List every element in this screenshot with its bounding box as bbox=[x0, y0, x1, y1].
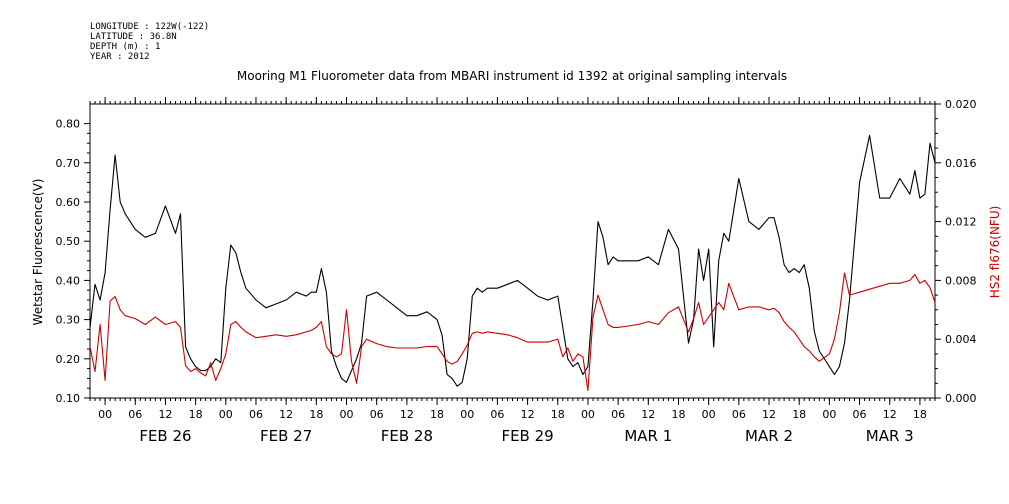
y-tick-label-left: 0.70 bbox=[56, 157, 81, 170]
y-tick-label-right: 0.000 bbox=[945, 392, 977, 405]
x-tick-label: 18 bbox=[913, 408, 927, 421]
day-label: MAR 2 bbox=[745, 427, 793, 445]
y-tick-label-right: 0.020 bbox=[945, 98, 977, 111]
y-tick-label-right: 0.012 bbox=[945, 216, 977, 229]
y-tick-label-left: 0.30 bbox=[56, 314, 81, 327]
y-tick-label-left: 0.60 bbox=[56, 196, 81, 209]
x-tick-label: 12 bbox=[883, 408, 897, 421]
x-tick-label: 18 bbox=[430, 408, 444, 421]
day-label: FEB 28 bbox=[381, 427, 433, 445]
x-tick-label: 12 bbox=[158, 408, 172, 421]
x-tick-label: 00 bbox=[98, 408, 112, 421]
x-tick-label: 18 bbox=[792, 408, 806, 421]
x-tick-label: 18 bbox=[309, 408, 323, 421]
y-tick-label-left: 0.50 bbox=[56, 235, 81, 248]
day-label: FEB 29 bbox=[501, 427, 553, 445]
x-tick-label: 06 bbox=[249, 408, 263, 421]
series-line-hs2 bbox=[89, 272, 936, 392]
day-label: MAR 3 bbox=[866, 427, 914, 445]
x-tick-label: 00 bbox=[822, 408, 836, 421]
y-tick-label-right: 0.008 bbox=[945, 274, 977, 287]
x-tick-label: 12 bbox=[641, 408, 655, 421]
meta-latitude: LATITUDE : 36.8N bbox=[90, 32, 177, 42]
y-axis-label-right: HS2 fl676(NFU) bbox=[988, 206, 1002, 299]
x-tick-label: 12 bbox=[762, 408, 776, 421]
x-tick-label: 12 bbox=[279, 408, 293, 421]
x-tick-label: 06 bbox=[490, 408, 504, 421]
x-tick-label: 12 bbox=[521, 408, 535, 421]
day-label: FEB 27 bbox=[260, 427, 312, 445]
y-tick-label-left: 0.10 bbox=[56, 392, 81, 405]
x-tick-label: 00 bbox=[581, 408, 595, 421]
metadata-block: LONGITUDE : 122W(-122) LATITUDE : 36.8N … bbox=[90, 22, 209, 62]
meta-longitude: LONGITUDE : 122W(-122) bbox=[90, 22, 209, 32]
x-tick-label: 18 bbox=[671, 408, 685, 421]
x-tick-label: 18 bbox=[551, 408, 565, 421]
x-tick-label: 06 bbox=[370, 408, 384, 421]
plot-frame bbox=[89, 103, 936, 399]
meta-depth: DEPTH (m) : 1 bbox=[90, 42, 160, 52]
x-tick-label: 06 bbox=[128, 408, 142, 421]
y-tick-label-left: 0.20 bbox=[56, 353, 81, 366]
x-tick-label: 06 bbox=[853, 408, 867, 421]
y-tick-label-right: 0.004 bbox=[945, 333, 977, 346]
plot-layer: 0.10 0.20 0.30 0.40 0.50 0.60 0.70 0.80 0.000 0.0… bbox=[56, 97, 977, 445]
x-tick-label: 06 bbox=[611, 408, 625, 421]
y-tick-label-left: 0.40 bbox=[56, 274, 81, 287]
x-tick-label: 12 bbox=[400, 408, 414, 421]
y-axis-label-left: Wetstar Fluorescence(V) bbox=[31, 179, 45, 326]
day-label: MAR 1 bbox=[624, 427, 672, 445]
meta-year: YEAR : 2012 bbox=[90, 52, 150, 62]
x-tick-label: 18 bbox=[189, 408, 203, 421]
x-tick-label: 00 bbox=[340, 408, 354, 421]
x-tick-label: 06 bbox=[732, 408, 746, 421]
chart-title: Mooring M1 Fluorometer data from MBARI i… bbox=[237, 69, 787, 83]
day-label: FEB 26 bbox=[139, 427, 191, 445]
x-tick-label: 00 bbox=[702, 408, 716, 421]
series-line-wetstar bbox=[89, 134, 936, 387]
y-tick-label-right: 0.016 bbox=[945, 157, 977, 170]
y-tick-label-left: 0.80 bbox=[56, 118, 81, 131]
x-tick-label: 00 bbox=[219, 408, 233, 421]
x-tick-label: 00 bbox=[460, 408, 474, 421]
